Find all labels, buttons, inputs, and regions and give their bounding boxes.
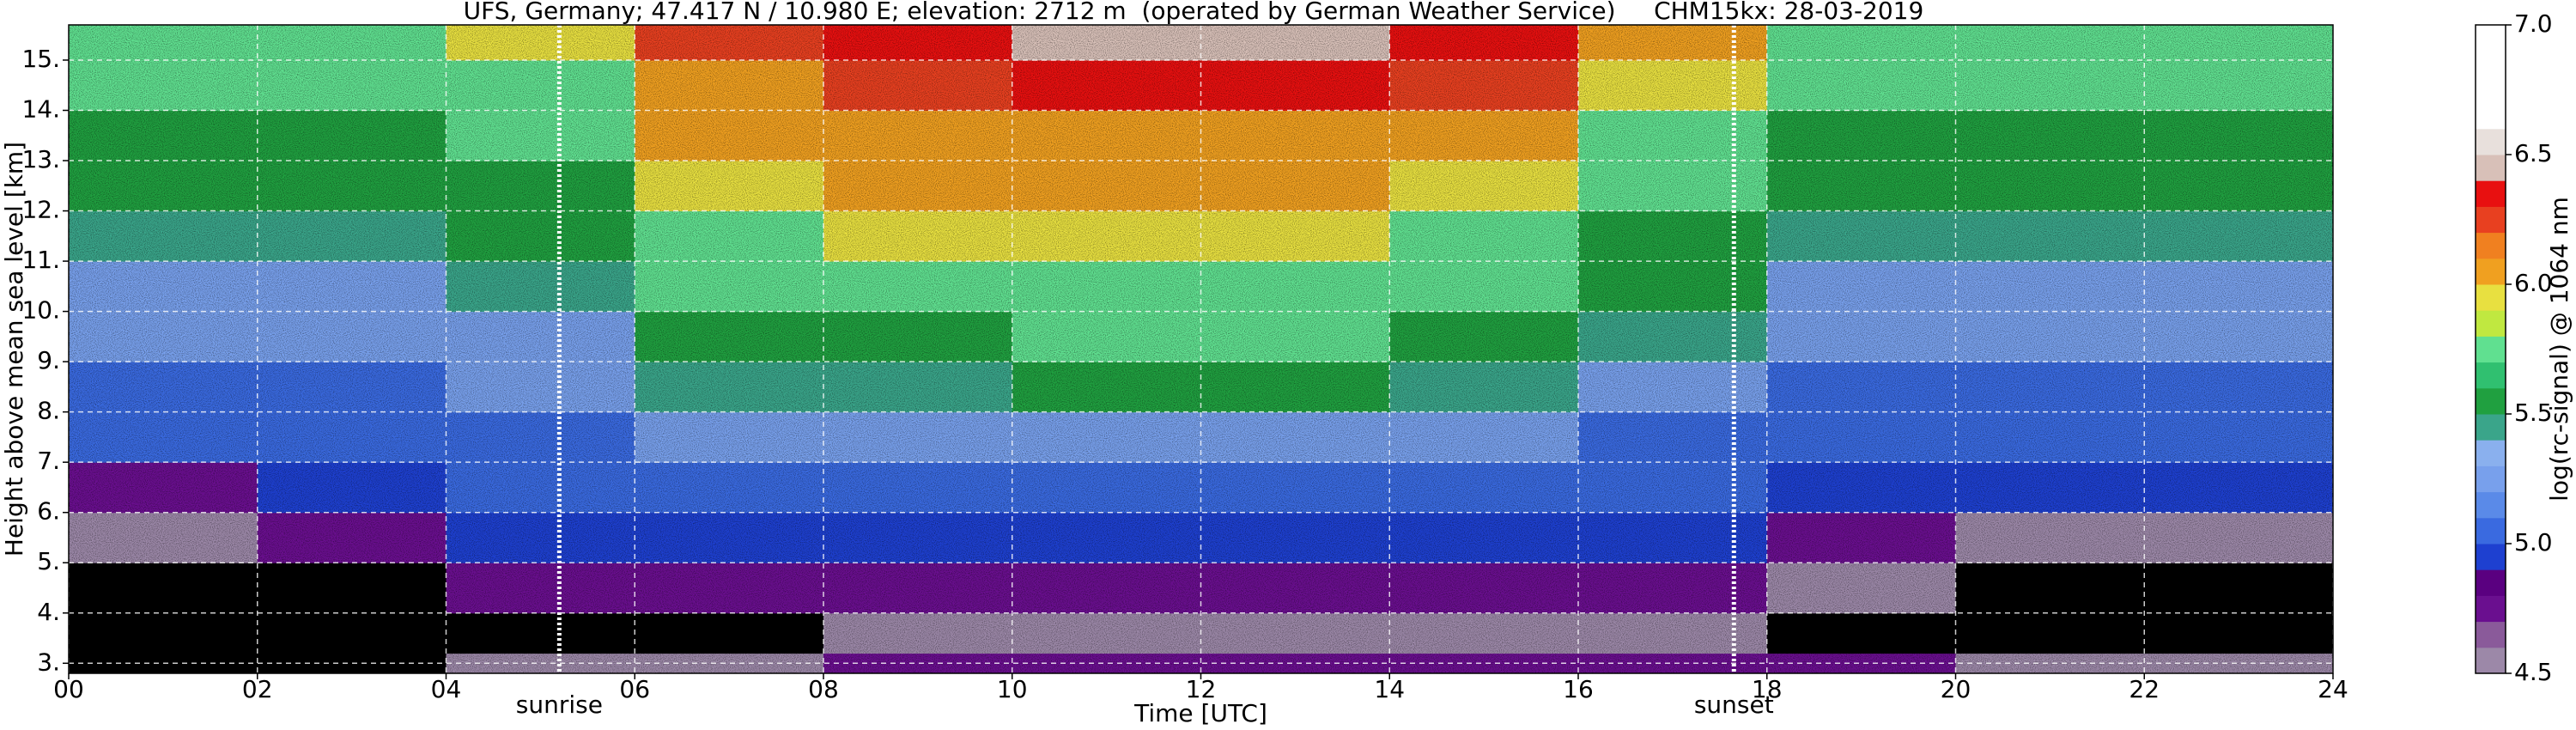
colorbar-swatch [2476, 180, 2506, 207]
y-tick-label: 11. [21, 246, 60, 274]
colorbar-frame [2475, 24, 2506, 674]
colorbar-swatch [2476, 517, 2506, 544]
colorbar-swatch [2476, 569, 2506, 596]
y-tick-label: 4. [37, 598, 60, 626]
colorbar-label: log(rc-signal) @ 1064 nm [2545, 197, 2573, 502]
colorbar-swatch [2476, 465, 2506, 493]
colorbar-swatch [2476, 544, 2506, 570]
colorbar-swatch [2476, 336, 2506, 363]
x-tick-label: 02 [242, 675, 273, 703]
y-tick-label: 13. [21, 145, 60, 173]
x-tick-label: 20 [1941, 675, 1971, 703]
plot-frame [68, 24, 2334, 674]
x-axis-label: Time [UTC] [1133, 699, 1267, 727]
colorbar-tick-label: 5.0 [2514, 528, 2553, 557]
x-tick-label: 04 [431, 675, 462, 703]
colorbar-swatch [2476, 284, 2506, 311]
x-tick-label: 06 [619, 675, 650, 703]
x-tick-label: 18 [1752, 675, 1783, 703]
colorbar-tick-label: 5.5 [2514, 398, 2553, 427]
colorbar-swatch [2476, 258, 2506, 285]
y-tick-label: 9. [37, 346, 60, 374]
x-tick-label: 22 [2129, 675, 2160, 703]
x-tick-label: 00 [53, 675, 84, 703]
annotation-label: sunrise [516, 690, 603, 719]
colorbar-swatch [2476, 155, 2506, 181]
colorbar-swatch [2476, 414, 2506, 441]
y-tick-label: 12. [21, 196, 60, 224]
colorbar-swatch [2476, 102, 2506, 130]
colorbar-swatch [2476, 310, 2506, 337]
colorbar-swatch [2476, 128, 2506, 155]
x-tick-label: 12 [1186, 675, 1217, 703]
colorbar-tick-label: 6.0 [2514, 269, 2553, 297]
colorbar-swatch [2476, 51, 2506, 77]
colorbar-swatch [2476, 621, 2506, 648]
x-tick-label: 16 [1563, 675, 1594, 703]
x-tick-label: 10 [997, 675, 1028, 703]
y-tick-label: 6. [37, 497, 60, 526]
y-axis-label: Height above mean sea level [km] [0, 142, 28, 557]
colorbar-swatch [2476, 440, 2506, 466]
chart-title: UFS, Germany; 47.417 N / 10.980 E; eleva… [464, 0, 1924, 25]
annotation-label: sunset [1694, 690, 1774, 719]
y-tick-label: 14. [21, 94, 60, 123]
colorbar-swatch [2476, 362, 2506, 389]
x-tick-label: 14 [1374, 675, 1405, 703]
y-tick-label: 15. [21, 45, 60, 73]
y-tick-label: 7. [37, 447, 60, 475]
y-tick-label: 3. [37, 648, 60, 676]
colorbar-tick-label: 6.5 [2514, 139, 2553, 167]
x-tick-label: 08 [808, 675, 839, 703]
colorbar-swatch [2476, 206, 2506, 234]
colorbar-swatch [2476, 595, 2506, 623]
y-tick-label: 8. [37, 397, 60, 425]
colorbar-swatch [2476, 232, 2506, 259]
colorbar-swatch [2476, 76, 2506, 104]
colorbar-swatch [2476, 647, 2506, 674]
x-tick-label: 24 [2318, 675, 2348, 703]
y-tick-label: 5. [37, 547, 60, 575]
colorbar-swatch [2476, 25, 2506, 52]
colorbar-tick-label: 4.5 [2514, 658, 2553, 686]
colorbar-swatch [2476, 387, 2506, 415]
colorbar-swatch [2476, 491, 2506, 519]
colorbar-tick-label: 7.0 [2514, 9, 2553, 38]
y-tick-label: 10. [21, 296, 60, 325]
